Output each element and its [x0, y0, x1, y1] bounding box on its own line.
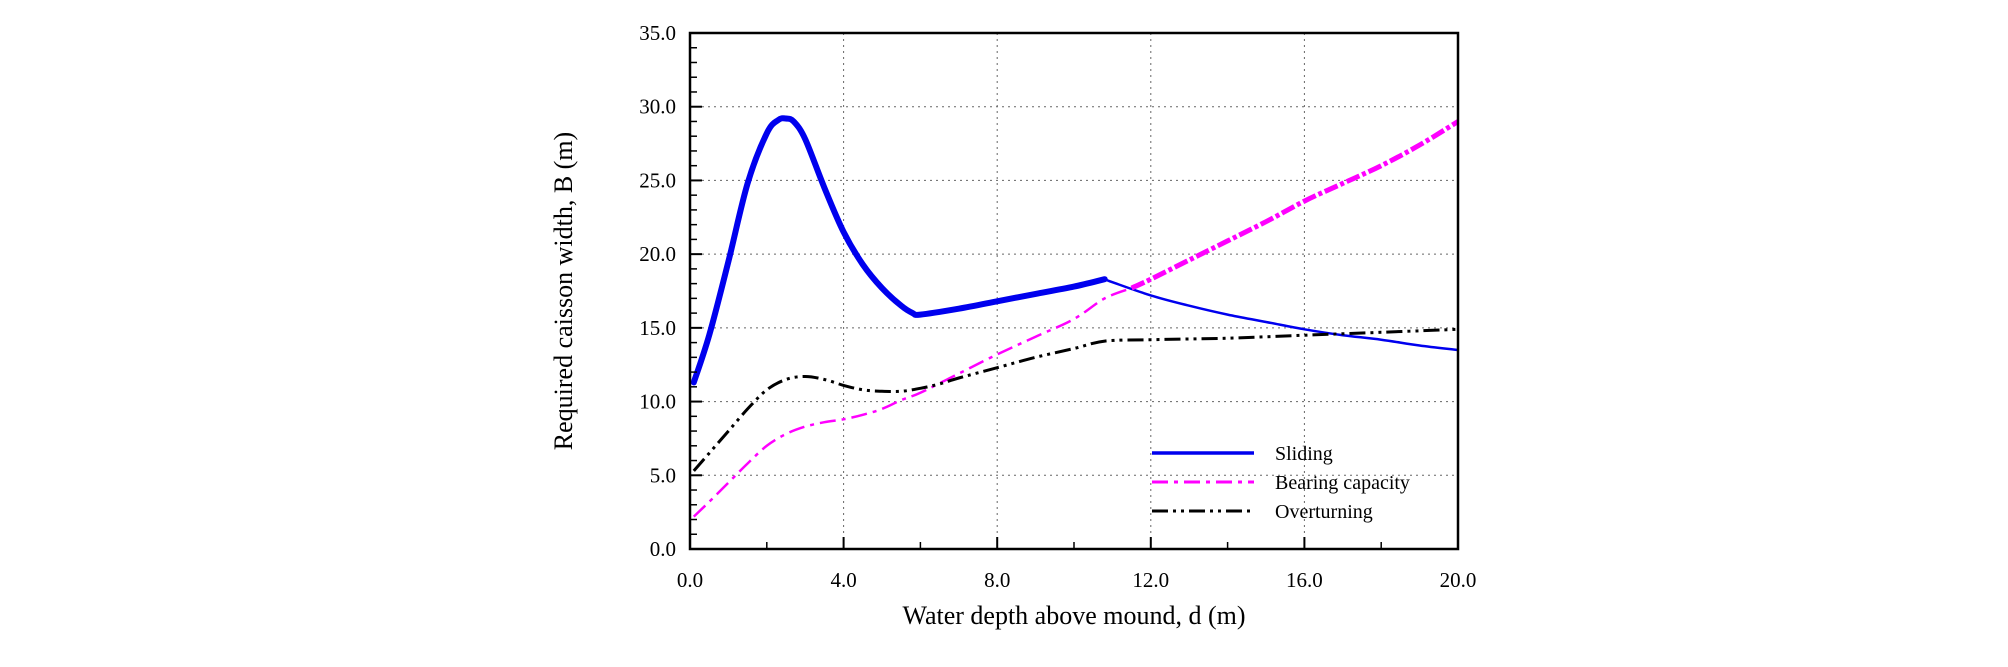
y-tick-label: 35.0 [639, 21, 676, 45]
y-tick-label: 15.0 [639, 316, 676, 340]
legend: Sliding Bearing capacity Overturning [1152, 443, 1410, 523]
x-tick-label: 4.0 [830, 568, 856, 592]
x-tick-label: 8.0 [984, 568, 1010, 592]
grid [690, 33, 1458, 549]
y-tick-label: 20.0 [639, 242, 676, 266]
x-tick-label: 12.0 [1132, 568, 1169, 592]
series-line-sliding [690, 115, 1108, 386]
legend-label-bearing-capacity: Bearing capacity [1275, 472, 1410, 494]
series-line-overturning [692, 327, 1459, 472]
x-axis-label: Water depth above mound, d (m) [902, 601, 1245, 630]
legend-label-overturning: Overturning [1275, 501, 1373, 523]
x-tick-label: 16.0 [1286, 568, 1323, 592]
y-tick-label: 0.0 [650, 537, 676, 561]
series-line-bearing-capacity [692, 286, 1133, 518]
series-group [690, 115, 1460, 518]
y-tick-label: 25.0 [639, 168, 676, 192]
x-tick-label: 0.0 [677, 568, 703, 592]
y-tick-label: 30.0 [639, 95, 676, 119]
axis-ticks: 0.0 4.0 8.0 12.0 16.0 20.0 0.0 5.0 10.0 15.0 20.0 2… [639, 21, 1476, 592]
legend-label-sliding: Sliding [1275, 443, 1333, 465]
series-line-bearing-capacity [1130, 119, 1460, 291]
y-axis-label: Required caisson width, B (m) [549, 132, 578, 450]
series-line-sliding [1104, 278, 1459, 352]
y-tick-label: 5.0 [650, 463, 676, 487]
x-tick-label: 20.0 [1440, 568, 1477, 592]
y-tick-label: 10.0 [639, 390, 676, 414]
